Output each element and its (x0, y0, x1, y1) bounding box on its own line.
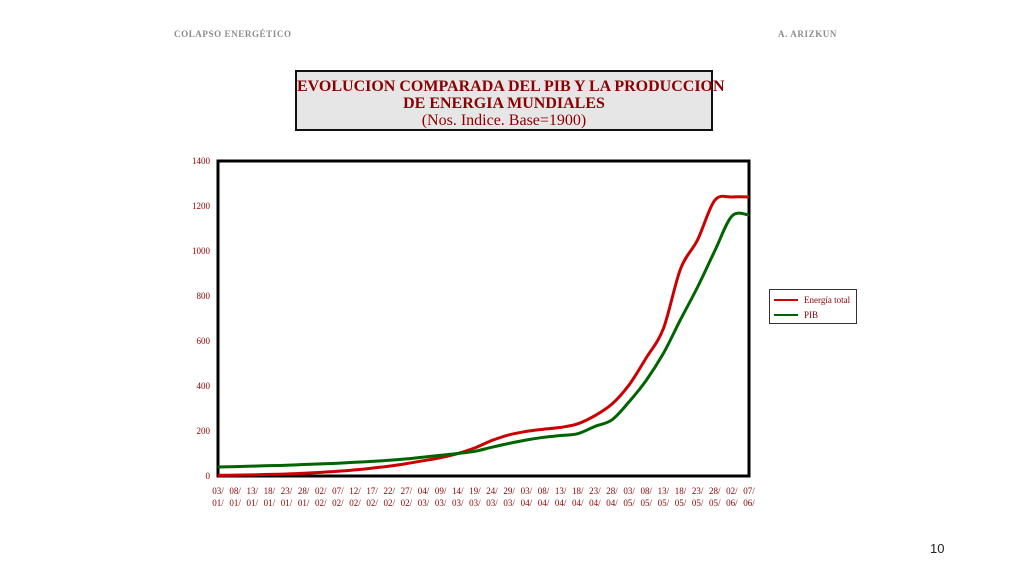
x-tick-label: 03/01/ (212, 486, 224, 508)
x-tick-label: 18/04/ (572, 486, 584, 508)
x-tick-label: 08/04/ (538, 486, 550, 508)
x-axis: 03/01/08/01/13/01/18/01/23/01/28/01/02/0… (212, 486, 755, 508)
x-tick-label: 08/05/ (640, 486, 652, 508)
chart-subtitle: (Nos. Indice. Base=1900) (421, 112, 587, 129)
x-tick-label: 09/03/ (435, 486, 447, 508)
legend-label-pib: PIB (804, 310, 819, 320)
y-tick-label: 400 (197, 381, 211, 391)
x-tick-label: 12/02/ (349, 486, 361, 508)
x-tick-label: 28/04/ (606, 486, 618, 508)
legend-swatch-pib (774, 314, 798, 316)
x-tick-label: 13/04/ (555, 486, 567, 508)
legend-item-pib: PIB (774, 309, 818, 321)
x-tick-label: 24/03/ (486, 486, 498, 508)
x-tick-label: 03/04/ (521, 486, 533, 508)
x-tick-label: 08/01/ (229, 486, 241, 508)
page-number: 10 (930, 541, 945, 556)
x-tick-label: 28/01/ (298, 486, 310, 508)
chart-legend: Energía total PIB (769, 289, 857, 324)
x-tick-label: 13/05/ (658, 486, 670, 508)
header-author: A. ARIZKUN (778, 29, 838, 39)
series-line-energia (217, 194, 750, 477)
x-tick-label: 18/01/ (264, 486, 276, 508)
x-tick-label: 23/05/ (692, 486, 704, 508)
y-tick-label: 600 (197, 336, 211, 346)
x-tick-label: 22/02/ (384, 486, 396, 508)
x-tick-label: 03/05/ (623, 486, 635, 508)
legend-swatch-energia (774, 299, 798, 301)
header-left-title: COLAPSO ENERGÉTICO (174, 29, 292, 39)
x-tick-label: 17/02/ (366, 486, 378, 508)
x-tick-label: 07/06/ (743, 486, 755, 508)
chart-title-line-2: DE ENERGIA MUNDIALES (403, 95, 605, 112)
x-tick-label: 04/03/ (418, 486, 430, 508)
y-tick-label: 200 (197, 426, 211, 436)
x-tick-label: 19/03/ (469, 486, 481, 508)
y-tick-label: 800 (197, 291, 211, 301)
series-lines (217, 194, 750, 477)
chart-title-box: EVOLUCION COMPARADA DEL PIB Y LA PRODUCC… (295, 70, 725, 131)
x-tick-label: 23/01/ (281, 486, 293, 508)
x-tick-label: 14/03/ (452, 486, 464, 508)
series-line-pib (217, 211, 750, 469)
x-tick-label: 23/04/ (589, 486, 601, 508)
y-tick-label: 1000 (192, 246, 211, 256)
legend-item-energia: Energía total (774, 294, 850, 306)
x-tick-label: 27/02/ (401, 486, 413, 508)
x-tick-label: 07/02/ (332, 486, 344, 508)
legend-label-energia: Energía total (804, 295, 851, 305)
chart-title-line-1: EVOLUCION COMPARADA DEL PIB Y LA PRODUCC… (297, 78, 725, 95)
x-tick-label: 18/05/ (675, 486, 687, 508)
x-tick-label: 02/02/ (315, 486, 327, 508)
x-tick-label: 28/05/ (709, 486, 721, 508)
x-tick-label: 13/01/ (247, 486, 259, 508)
x-tick-label: 29/03/ (503, 486, 515, 508)
x-tick-label: 02/06/ (726, 486, 738, 508)
y-axis: 0 200 400 600 800 1000 1200 1400 (192, 156, 211, 481)
y-tick-label: 1200 (192, 201, 211, 211)
y-tick-label: 1400 (192, 156, 211, 166)
y-tick-label: 0 (206, 471, 211, 481)
plot-area (216, 159, 751, 478)
